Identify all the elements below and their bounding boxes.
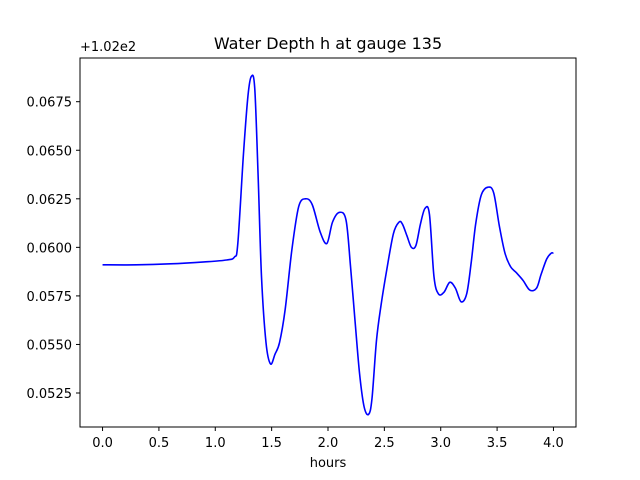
x-tick-label: 1.5 [261, 436, 282, 451]
y-tick-label: 0.0600 [27, 241, 73, 256]
y-axis-ticks: 0.0525 0.0550 0.0575 0.0600 0.0625 0.0650 0.06… [27, 96, 80, 402]
x-tick-label: 3.0 [430, 436, 451, 451]
x-tick-label: 0.0 [92, 436, 113, 451]
plot-area [102, 74, 554, 416]
x-tick-label: 3.5 [487, 436, 508, 451]
series-line-0 [102, 74, 554, 416]
x-axis-label: hours [310, 456, 347, 471]
y-tick-label: 0.0550 [27, 338, 73, 353]
axes-frame [79, 57, 577, 428]
x-tick-label: 1.0 [205, 436, 226, 451]
x-tick-label: 2.5 [374, 436, 395, 451]
x-tick-label: 0.5 [149, 436, 170, 451]
x-axis-ticks: 0.0 0.5 1.0 1.5 2.0 2.5 3.0 3.5 4.0 [92, 427, 564, 451]
y-tick-label: 0.0525 [27, 387, 73, 402]
y-tick-label: 0.0650 [27, 144, 73, 159]
x-tick-label: 4.0 [543, 436, 564, 451]
x-tick-label: 2.0 [318, 436, 339, 451]
chart-title: Water Depth h at gauge 135 [214, 34, 442, 53]
y-offset-label: +1.02e2 [80, 40, 136, 55]
y-tick-label: 0.0625 [27, 193, 73, 208]
y-tick-label: 0.0675 [27, 96, 73, 111]
y-tick-label: 0.0575 [27, 290, 73, 305]
